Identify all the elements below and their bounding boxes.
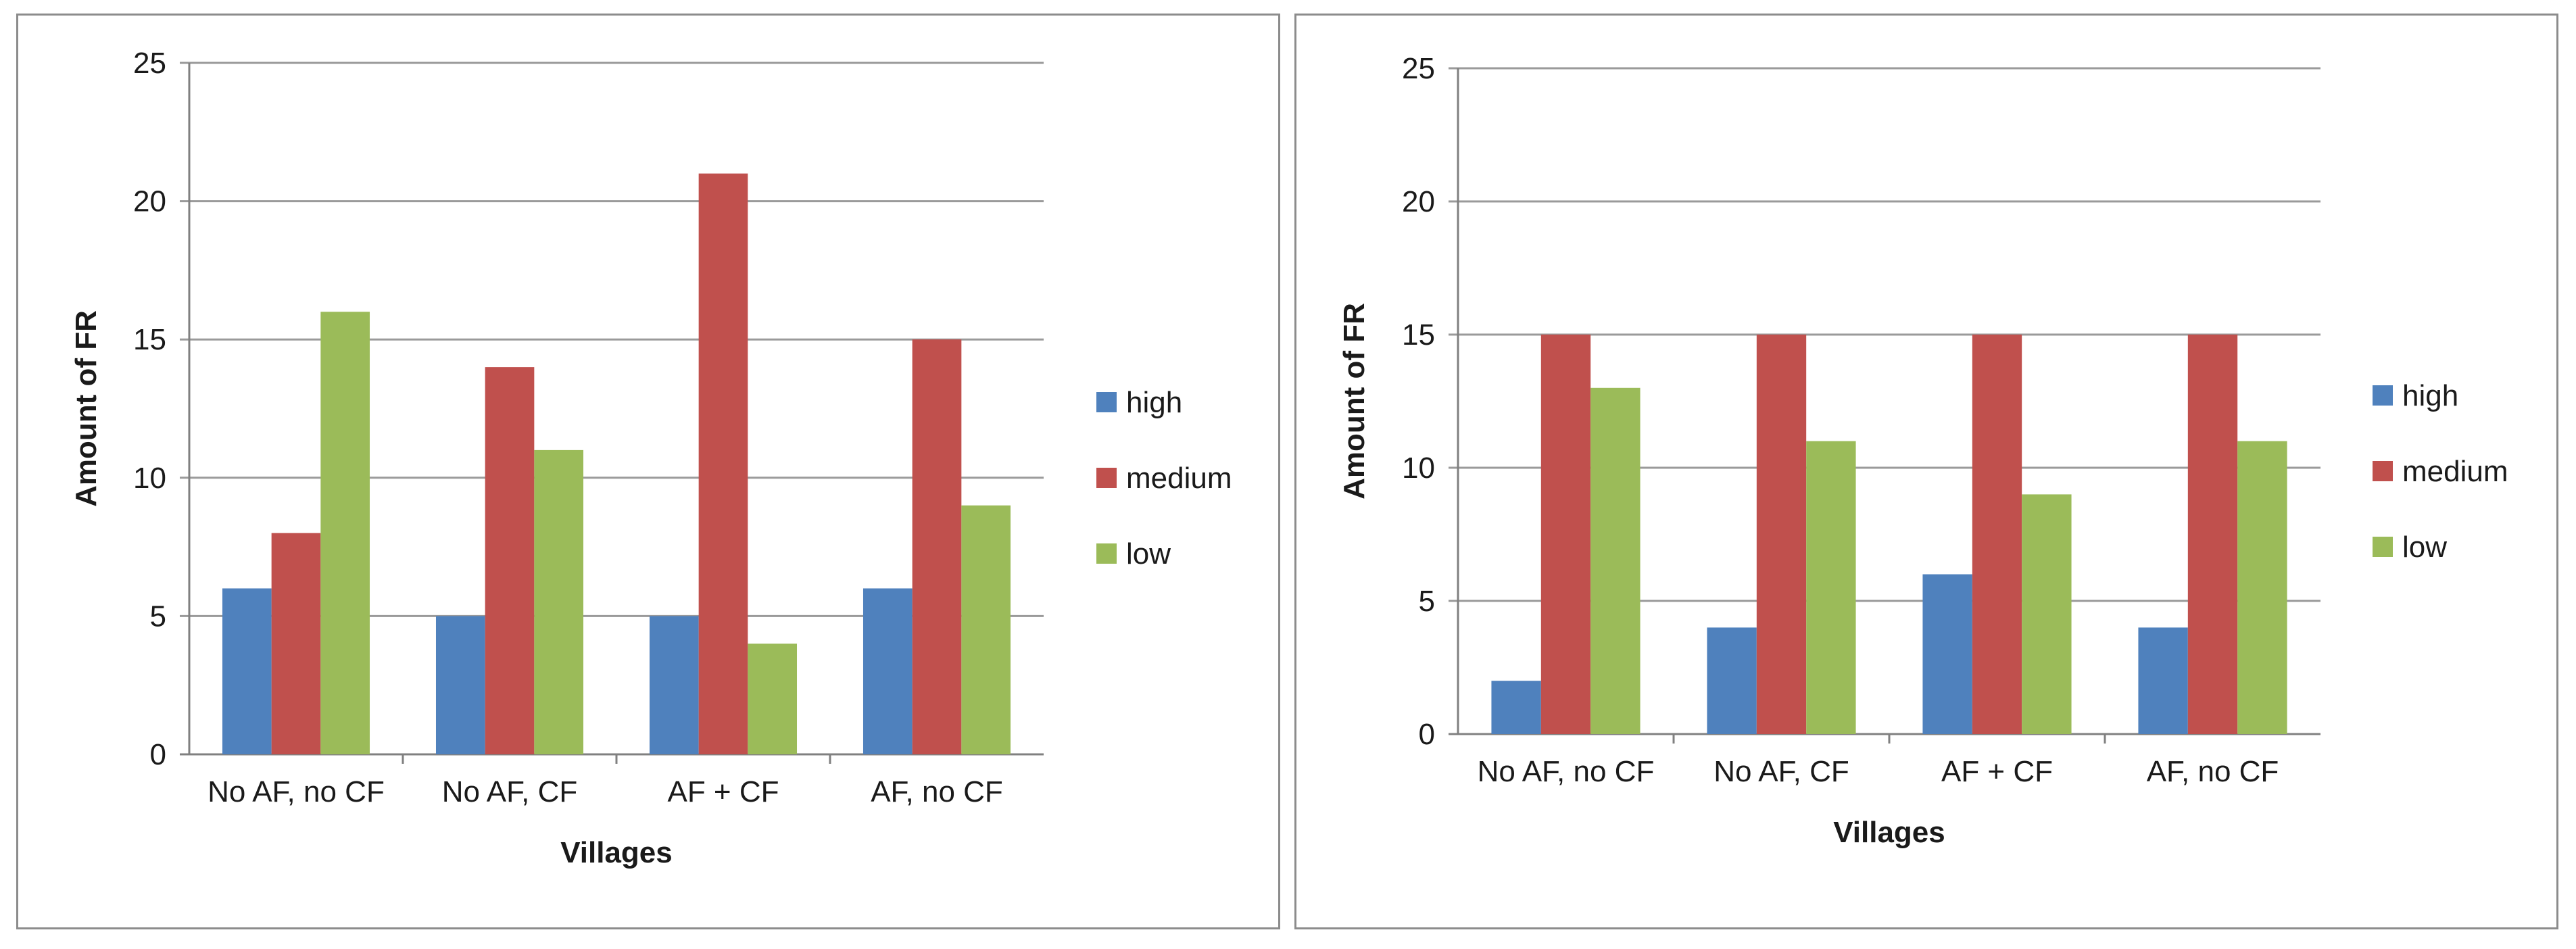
chart-1-y-axis-title: Amount of FR [1338,303,1371,500]
chart-0-x-tick-label: AF, no CF [871,775,1003,808]
chart-1-bar-low [2237,441,2287,734]
chart-1-x-axis-title: Villages [1833,816,1945,849]
chart-0-x-axis-title: Villages [560,836,673,869]
chart-0-bar-low [320,312,370,754]
chart-1-bar-high [1922,574,1972,734]
chart-0-y-tick-label: 0 [150,738,166,771]
chart-0-legend-label-high: high [1126,386,1182,419]
chart-1-x-tick-label: No AF, no CF [1478,755,1655,788]
chart-1-bar-medium [2187,335,2238,734]
bar-chart-left: 0 5 10 15 20 25 No AF, no CF No AF, CF AF + CF AF… [70,47,1232,869]
chart-0-bar-low [748,643,798,754]
chart-1-bar-low [2022,494,2072,734]
chart-0-y-tick-label: 10 [133,462,166,495]
chart-1-y-tick-label: 25 [1402,52,1435,85]
chart-0-y-tick-label: 20 [133,185,166,218]
chart-1-x-tick-label: AF, no CF [2147,755,2279,788]
chart-1-bar-medium [1540,335,1591,734]
chart-1-x-tick-label: No AF, CF [1714,755,1849,788]
chart-0-y-axis-title: Amount of FR [70,310,103,507]
chart-1-bar-high [2138,627,2188,734]
chart-0-x-tick-label: No AF, no CF [208,775,385,808]
chart-1-legend-swatch-medium [2373,461,2393,481]
chart-1-legend-swatch-high [2373,385,2393,406]
chart-0-bar-medium [698,173,748,754]
chart-1-y-tick-label: 15 [1402,318,1435,351]
chart-panel-left: 0 5 10 15 20 25 No AF, no CF No AF, CF AF + CF AF… [16,14,1280,929]
chart-1-bar-high [1491,681,1541,734]
chart-1-bar-medium [1972,335,2022,734]
chart-0-y-tick-label: 25 [133,47,166,80]
chart-1-legend-label-low: low [2402,531,2447,564]
chart-0-x-tick-label: No AF, CF [442,775,578,808]
chart-0-bar-high [862,588,913,754]
chart-1-bar-medium [1756,335,1807,734]
chart-0-bar-high [222,588,272,754]
chart-1-y-tick-label: 20 [1402,185,1435,218]
chart-0-bar-high [649,616,699,754]
chart-0-bar-medium [271,533,321,754]
chart-0-legend-swatch-high [1096,392,1117,412]
chart-1-legend-label-medium: medium [2402,455,2508,488]
chart-1-y-tick-label: 10 [1402,452,1435,485]
bar-chart-right: 0 5 10 15 20 25 No AF, no CF No AF, CF AF + CF AF… [1338,52,2508,849]
chart-0-legend-label-medium: medium [1126,462,1232,495]
chart-0-x-tick-label: AF + CF [667,775,779,808]
chart-1-x-tick-label: AF + CF [1941,755,2053,788]
chart-0-bar-high [435,616,485,754]
chart-0-legend-swatch-low [1096,543,1117,564]
chart-1-y-tick-label: 0 [1419,718,1435,751]
chart-1-bar-low [1806,441,1856,734]
chart-0-legend-label-low: low [1126,537,1171,570]
chart-panel-right: 0 5 10 15 20 25 No AF, no CF No AF, CF AF + CF AF… [1294,14,2558,929]
chart-0-bar-medium [485,367,535,754]
chart-1-legend-label-high: high [2402,379,2458,412]
chart-0-bar-low [961,505,1011,754]
chart-0-y-tick-label: 15 [133,323,166,356]
chart-0-y-tick-label: 5 [150,600,166,633]
chart-0-bar-low [534,449,584,754]
chart-0-bar-medium [912,339,962,754]
chart-1-bar-high [1707,627,1757,734]
chart-1-bar-low [1590,387,1641,734]
chart-1-legend-swatch-low [2373,537,2393,557]
chart-1-y-tick-label: 5 [1419,585,1435,618]
chart-0-legend-swatch-medium [1096,468,1117,488]
